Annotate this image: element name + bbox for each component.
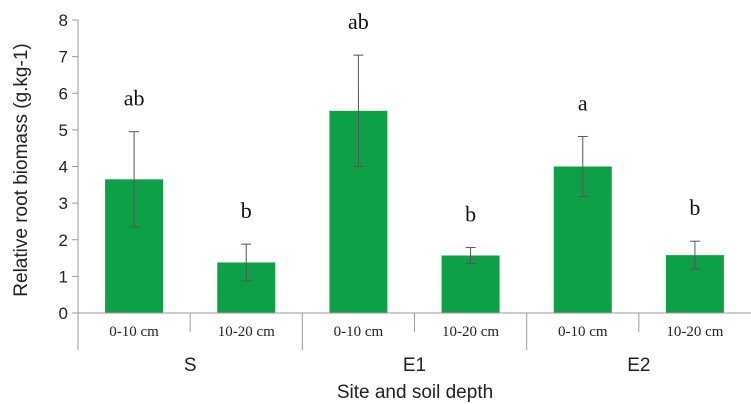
y-tick-label: 1 [59,267,68,286]
category-label: 10-20 cm [442,324,499,340]
significance-label: ab [124,86,145,111]
category-label: 10-20 cm [218,324,275,340]
significance-label: b [689,195,700,220]
y-tick-label: 3 [59,194,68,213]
category-label: 0-10 cm [334,324,384,340]
group-label: E2 [627,355,650,376]
y-axis-title: Relative root biomass (g.kg-1) [11,43,32,296]
group-label: E1 [403,355,426,376]
significance-label: ab [348,9,369,34]
category-label: 10-20 cm [666,324,723,340]
y-tick-label: 0 [59,304,68,323]
y-tick-label: 2 [59,231,68,250]
y-tick-label: 4 [59,158,68,177]
significance-label: b [241,198,252,223]
axes [77,20,751,350]
y-tick-label: 7 [59,48,68,67]
significance-label: a [578,90,588,115]
y-tick-label: 8 [59,11,68,30]
y-tick-label: 5 [59,121,68,140]
error-bars [129,54,700,282]
significance-label: b [465,201,476,226]
category-labels: 0-10 cm 10-20 cm 0-10 cm 10-20 cm 0-10 cm 10-… [109,324,723,340]
x-axis-title: Site and soil depth [337,382,493,403]
group-labels: S E1 E2 [184,355,651,376]
bar [441,255,500,313]
y-tick-label: 6 [59,84,68,103]
bars [105,110,724,313]
category-label: 0-10 cm [558,324,608,340]
y-axis-ticks: 0 1 2 3 4 5 6 7 8 [59,11,78,323]
category-label: 0-10 cm [109,324,159,340]
group-label: S [184,355,197,376]
